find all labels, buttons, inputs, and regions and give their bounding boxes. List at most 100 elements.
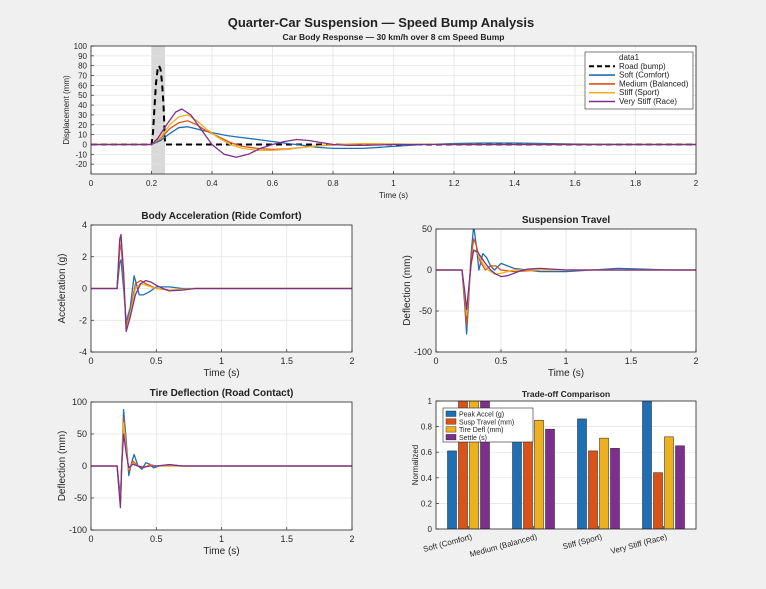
accel-chart: 0 0.5 1 1.5 2 -4 -2 0 2 4 Body Acceleration (Ride …: [57, 211, 355, 379]
tradeoff-bar: [588, 450, 598, 529]
accel-xtick-label: 0: [88, 356, 93, 366]
body-xtick-label: 1: [391, 179, 396, 188]
body-chart: 0 0.2 0.4 0.6 0.8 1 1.2 1.4 1.6 1.8 2-20-100102030…: [62, 32, 699, 200]
body-xtick-label: 1.6: [569, 179, 581, 188]
tradeoff-chart: 0 0.2 0.4 0.6 0.8 1 Soft (Comfort)Medium (Bala…: [411, 389, 697, 559]
legend-entry: data1: [619, 53, 640, 62]
travel-ytick-label: -50: [419, 306, 432, 316]
body-ytick-label: 10: [78, 131, 87, 140]
tradeoff-category-label: Very Stiff (Race): [610, 532, 669, 556]
tradeoff-bar: [480, 401, 490, 529]
accel-axes-box: [90, 224, 353, 353]
legend-box: [442, 407, 534, 443]
legend-entry: Peak Accel (g): [459, 412, 504, 419]
body-xtick-label: 0.4: [206, 179, 218, 188]
accel-ylabel: Acceleration (g): [57, 253, 68, 323]
accel-xtick-label: 2: [349, 356, 354, 366]
tradeoff-bar: [599, 437, 609, 529]
body-ytick-label: 40: [78, 101, 87, 110]
accel-ytick-label: -2: [79, 315, 87, 325]
travel-xtick-label: 0: [433, 356, 438, 366]
accel-series-very-stiff-race: [91, 233, 352, 333]
accel-xtick-label: 1: [219, 356, 224, 366]
tradeoff-bar: [664, 436, 674, 529]
body-ytick-label: 70: [78, 72, 87, 81]
travel-series-very-stiff-race: [436, 249, 696, 311]
tradeoff-bar: [610, 448, 620, 529]
body-xtick-label: 0: [89, 179, 94, 188]
tradeoff-bar: [642, 401, 652, 529]
tire-xtick-label: 2: [349, 534, 354, 544]
legend-entry: Susp Travel (mm): [459, 419, 514, 426]
tire-ytick-label: -100: [69, 525, 87, 535]
travel-ylabel: Deflection (mm): [402, 255, 413, 326]
tire-ytick-label: 50: [77, 429, 87, 439]
legend-swatch: [445, 426, 457, 433]
tradeoff-title: Trade-off Comparison: [522, 389, 610, 399]
body-ytick-label: -10: [75, 150, 87, 159]
body-ytick-label: 50: [78, 91, 87, 100]
tradeoff-legend: Peak Accel (g)Susp Travel (mm)Tire Defl …: [442, 407, 534, 443]
tradeoff-bar: [447, 450, 457, 529]
accel-ytick-label: 4: [82, 220, 87, 230]
travel-ytick-label: 50: [422, 224, 432, 234]
body-axes-box: [90, 45, 697, 175]
travel-title: Suspension Travel: [522, 215, 611, 226]
travel-axes-box: [435, 228, 697, 353]
legend-entry: Stiff (Sport): [619, 88, 660, 97]
tire-xtick-label: 1: [219, 534, 224, 544]
accel-ytick-label: 0: [82, 284, 87, 294]
legend-entry: Tire Defl (mm): [459, 427, 503, 434]
travel-xtick-label: 0.5: [495, 356, 508, 366]
tire-xtick-label: 0.5: [150, 534, 163, 544]
legend-entry: Road (bump): [619, 62, 666, 71]
body-ytick-label: 20: [78, 121, 87, 130]
tradeoff-bar: [469, 401, 479, 529]
accel-xlabel: Time (s): [203, 368, 239, 379]
legend-entry: Very Stiff (Race): [619, 97, 677, 106]
body-xtick-label: 0.8: [327, 179, 339, 188]
body-ytick-label: 0: [83, 140, 88, 149]
body-xlabel: Time (s): [379, 191, 408, 200]
tire-xtick-label: 0: [88, 534, 93, 544]
body-xtick-label: 0.6: [267, 179, 279, 188]
legend-swatch: [445, 434, 457, 441]
tradeoff-category-label: Medium (Balanced): [469, 532, 539, 559]
body-xtick-label: 2: [694, 179, 699, 188]
tradeoff-ytick-label: 0: [428, 525, 433, 534]
tire-ylabel: Deflection (mm): [57, 431, 68, 502]
body-title: Car Body Response — 30 km/h over 8 cm Sp…: [282, 32, 504, 42]
travel-xtick-label: 2: [693, 356, 698, 366]
tradeoff-category-label: Stiff (Sport): [562, 532, 604, 551]
legend-box: [584, 51, 694, 110]
accel-xtick-label: 1.5: [280, 356, 293, 366]
body-series-stiff-sport: [91, 114, 696, 152]
travel-ytick-label: -100: [414, 347, 432, 357]
body-ytick-label: 30: [78, 111, 87, 120]
tradeoff-category-label: Soft (Comfort): [422, 532, 473, 554]
tradeoff-bar: [534, 419, 544, 529]
accel-ytick-label: 2: [82, 252, 87, 262]
accel-title: Body Acceleration (Ride Comfort): [141, 211, 301, 222]
body-ytick-label: 90: [78, 52, 87, 61]
tradeoff-axes-box: [435, 400, 697, 530]
travel-series-stiff-sport: [436, 248, 696, 316]
accel-ytick-label: -4: [79, 347, 87, 357]
travel-chart: 0 0.5 1 1.5 2 -100 -50 0 50 Suspension Travel Time…: [402, 215, 699, 379]
tire-ytick-label: 100: [72, 397, 87, 407]
travel-xtick-label: 1.5: [625, 356, 638, 366]
tradeoff-bar: [577, 418, 587, 529]
tire-chart: 0 0.5 1 1.5 2 -100 -50 0 50 100 Tire Deflection (R…: [57, 388, 355, 557]
tradeoff-ytick-label: 0.2: [421, 499, 433, 508]
tire-ytick-label: -50: [74, 493, 87, 503]
tradeoff-bar: [675, 445, 685, 529]
body-xtick-label: 0.2: [146, 179, 158, 188]
tire-axes-box: [90, 401, 353, 531]
body-series-very-stiff-race: [91, 108, 696, 158]
body-ytick-label: 100: [74, 42, 88, 51]
tradeoff-ytick-label: 0.8: [421, 423, 433, 432]
legend-entry: Soft (Comfort): [619, 71, 670, 80]
travel-xlabel: Time (s): [548, 368, 584, 379]
